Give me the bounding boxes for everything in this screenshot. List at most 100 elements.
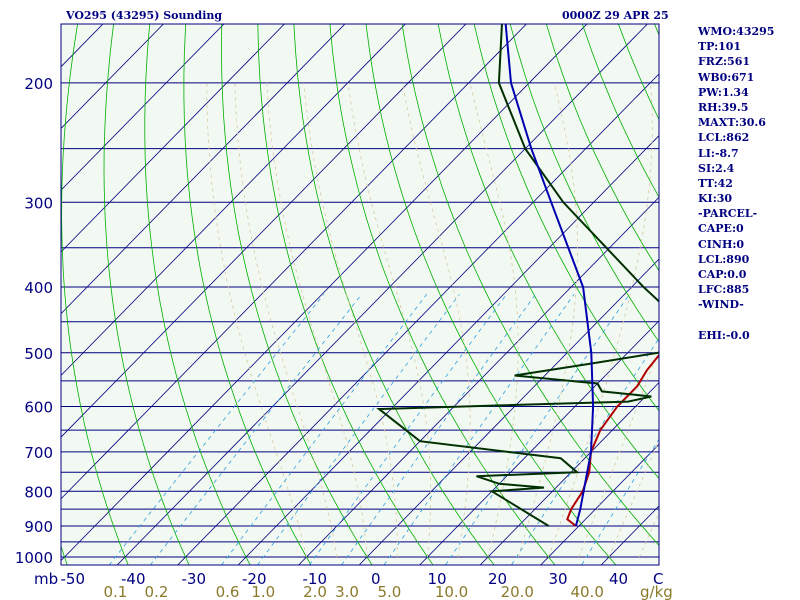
isotherm-line: [540, 443, 659, 565]
mixing-ratio-line: [308, 294, 507, 565]
temperature-tick-label: -20: [242, 570, 267, 588]
dry-adiabat: [365, 24, 617, 565]
temperature-tick-label: 30: [549, 570, 568, 588]
pressure-tick-label: 500: [24, 345, 53, 363]
mixing-ratio-tick-label: 2.0: [303, 583, 327, 600]
parcel-trace: [504, 24, 595, 527]
isotherm-line: [61, 24, 406, 376]
stat-tt: TT:42: [698, 176, 733, 190]
pressure-unit-label: mb: [34, 570, 58, 588]
mixing-ratio-unit-label: g/kg: [640, 583, 673, 600]
dewpoint-trace: [376, 24, 659, 527]
mixing-ratio-tick-label: 5.0: [378, 583, 402, 600]
stat-pw: PW:1.34: [698, 85, 749, 99]
stat-cape: CAPE:0: [698, 222, 744, 236]
temperature-tick-label: 10: [428, 570, 447, 588]
dry-adiabat: [772, 0, 800, 571]
dry-adiabat: [509, 24, 659, 343]
mixing-ratio-line: [383, 294, 575, 565]
stat-cap: CAP:0.0: [698, 268, 747, 281]
mixing-ratio-tick-label: 3.0: [335, 583, 359, 600]
dry-adiabat: [144, 24, 251, 565]
pressure-tick-label: 900: [24, 518, 53, 536]
chart-title: VO295 (43295) Sounding: [66, 9, 223, 22]
pressure-tick-label: 200: [24, 75, 53, 93]
stat-parcel-heading: -PARCEL-: [698, 207, 758, 221]
isotherm-line: [177, 73, 659, 565]
stat-cinh: CINH:0: [698, 237, 745, 251]
mixing-ratio-tick-label: 40.0: [570, 583, 603, 600]
stat-tp: TP:101: [698, 40, 742, 54]
pressure-tick-label: 700: [24, 444, 53, 462]
mixing-ratio-tick-label: 0.6: [216, 583, 240, 600]
moist-adiabat: [469, 82, 519, 558]
temperature-tick-label: 0: [371, 570, 381, 588]
stat-li: LI:-8.7: [698, 146, 739, 160]
moist-adiabat: [234, 82, 338, 558]
stat-ki: KI:30: [698, 192, 733, 206]
dry-adiabat: [293, 24, 495, 565]
stat-wb0: WB0:671: [698, 70, 755, 84]
plot-background: [61, 24, 659, 565]
stat-rh: RH:39.5: [698, 100, 749, 114]
temperature-tick-label: 20: [488, 570, 507, 588]
dry-adiabat: [221, 24, 373, 565]
mixing-ratio-tick-label: 10.0: [435, 583, 468, 600]
pressure-tick-label: 1000: [15, 549, 53, 567]
plot-frame: [60, 23, 660, 566]
dry-adiabat: [257, 24, 434, 565]
dry-adiabat: [545, 24, 659, 272]
mixing-ratio-tick-label: 20.0: [501, 583, 534, 600]
isotherm-line: [479, 381, 659, 565]
stat-wind-heading: -WIND-: [698, 298, 744, 312]
isotherm-line: [116, 24, 648, 565]
temperature-tick-label: -50: [61, 570, 86, 588]
stat-frz: FRZ:561: [698, 55, 751, 69]
dry-adiabat: [582, 24, 659, 198]
dry-adiabat: [61, 24, 129, 565]
stats-panel: WMO:43295 TP:101 FRZ:561 WB0:671 PW:1.34…: [698, 24, 774, 343]
mixing-ratio-line: [149, 294, 362, 565]
mixing-ratio-line: [108, 294, 325, 565]
isotherm-line: [61, 24, 588, 562]
mixing-ratio-line: [510, 337, 659, 565]
temperature-tick-label: -30: [182, 570, 207, 588]
stat-ehi: EHI:-0.0: [698, 328, 750, 342]
pressure-tick-label: 300: [24, 194, 53, 212]
dry-adiabat: [401, 24, 659, 547]
mixing-ratio-tick-label: 1.0: [251, 583, 275, 600]
isotherm-line: [61, 24, 285, 253]
isotherm-line: [61, 24, 346, 315]
isotherm-line: [61, 24, 527, 500]
stat-wmo: WMO:43295: [698, 25, 775, 38]
temperature-tick-label: 40: [609, 570, 628, 588]
isotherm-line: [419, 320, 659, 565]
stat-maxt: MAXT:30.6: [698, 116, 766, 130]
moist-adiabat: [548, 82, 653, 558]
pressure-tick-label: 800: [24, 483, 53, 501]
dry-adiabat: [437, 24, 659, 480]
mixing-ratio-tick-label: 0.1: [103, 583, 127, 600]
moist-adiabat: [206, 82, 307, 558]
moist-adiabat: [347, 82, 431, 558]
moist-adiabat: [578, 347, 659, 558]
pressure-tick-label: 400: [24, 279, 53, 297]
isotherm-line: [358, 258, 659, 565]
sounding-time: 0000Z 29 APR 25: [562, 9, 669, 22]
temperature-tick-label: -40: [121, 570, 146, 588]
stat-parcel-lcl: LCL:890: [698, 252, 750, 266]
mixing-ratio-line: [341, 294, 536, 565]
moist-adiabat: [303, 82, 398, 557]
temperature-unit-label: C: [653, 570, 663, 588]
temperature-tick-label: -10: [303, 570, 328, 588]
mixing-ratio-tick-label: 0.2: [145, 583, 169, 600]
isotherm-line: [237, 135, 659, 565]
stat-spacer: [698, 313, 774, 328]
dry-adiabat: [103, 24, 190, 565]
moist-adiabat: [401, 82, 471, 558]
moist-adiabat: [266, 82, 368, 558]
dry-adiabat: [329, 24, 556, 565]
mixing-ratio-line: [444, 294, 630, 565]
pressure-tick-label: 600: [24, 399, 53, 417]
